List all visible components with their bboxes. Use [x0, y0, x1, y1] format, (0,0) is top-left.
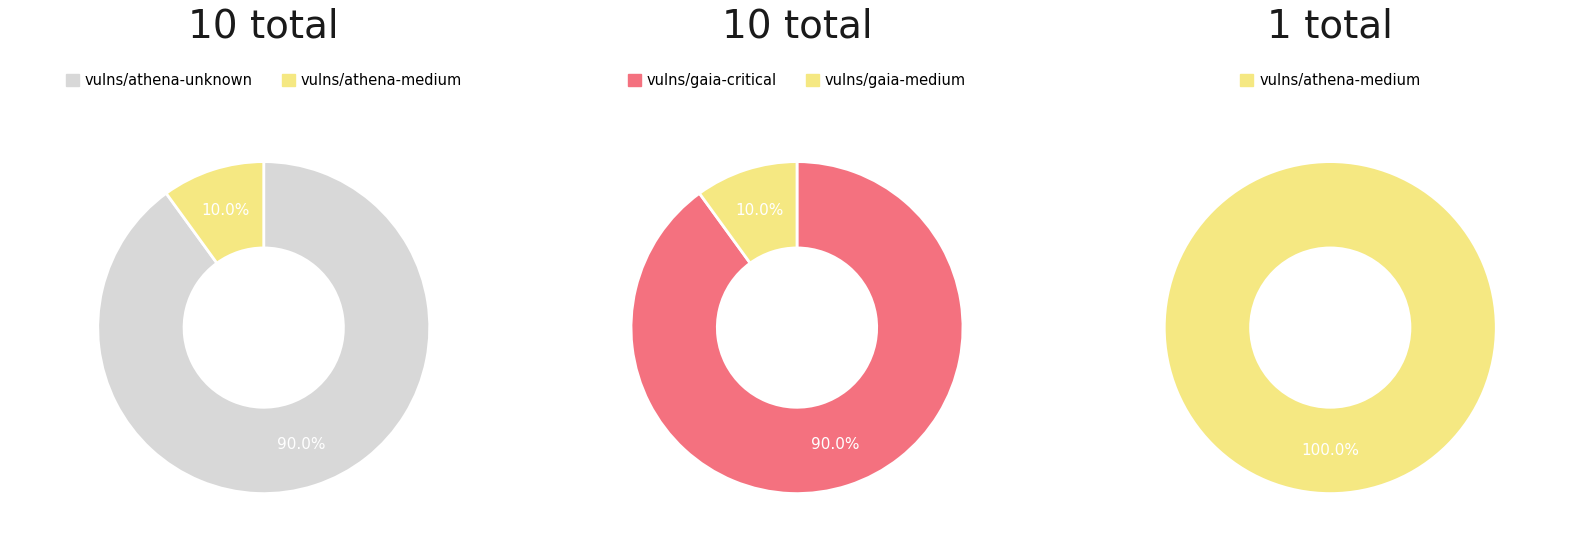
Text: 10.0%: 10.0% [735, 203, 783, 218]
Legend: vulns/athena-medium: vulns/athena-medium [1240, 74, 1420, 88]
Wedge shape [631, 162, 963, 494]
Text: 10.0%: 10.0% [201, 203, 250, 218]
Wedge shape [97, 162, 430, 494]
Wedge shape [700, 162, 797, 263]
Wedge shape [1164, 162, 1497, 494]
Text: 90.0%: 90.0% [277, 437, 325, 452]
Text: 10 total: 10 total [722, 8, 872, 45]
Wedge shape [166, 162, 263, 263]
Text: 10 total: 10 total [188, 8, 340, 45]
Text: 90.0%: 90.0% [811, 437, 859, 452]
Legend: vulns/athena-unknown, vulns/athena-medium: vulns/athena-unknown, vulns/athena-mediu… [65, 74, 462, 88]
Text: 100.0%: 100.0% [1301, 443, 1360, 458]
Text: 1 total: 1 total [1267, 8, 1393, 45]
Legend: vulns/gaia-critical, vulns/gaia-medium: vulns/gaia-critical, vulns/gaia-medium [628, 74, 966, 88]
